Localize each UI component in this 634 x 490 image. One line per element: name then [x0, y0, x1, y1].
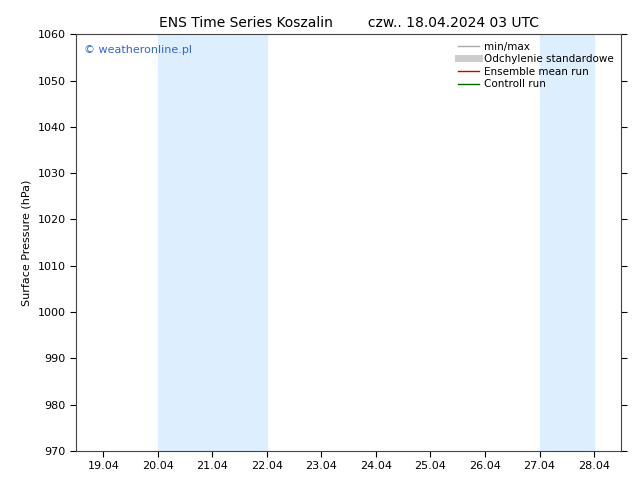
Bar — [158, 34, 267, 451]
Bar — [540, 34, 594, 451]
Legend: min/max, Odchylenie standardowe, Ensemble mean run, Controll run: min/max, Odchylenie standardowe, Ensembl… — [456, 40, 616, 92]
Title: ENS Time Series Koszalin        czw.. 18.04.2024 03 UTC: ENS Time Series Koszalin czw.. 18.04.202… — [158, 16, 539, 30]
Text: © weatheronline.pl: © weatheronline.pl — [84, 45, 192, 55]
Y-axis label: Surface Pressure (hPa): Surface Pressure (hPa) — [22, 179, 32, 306]
